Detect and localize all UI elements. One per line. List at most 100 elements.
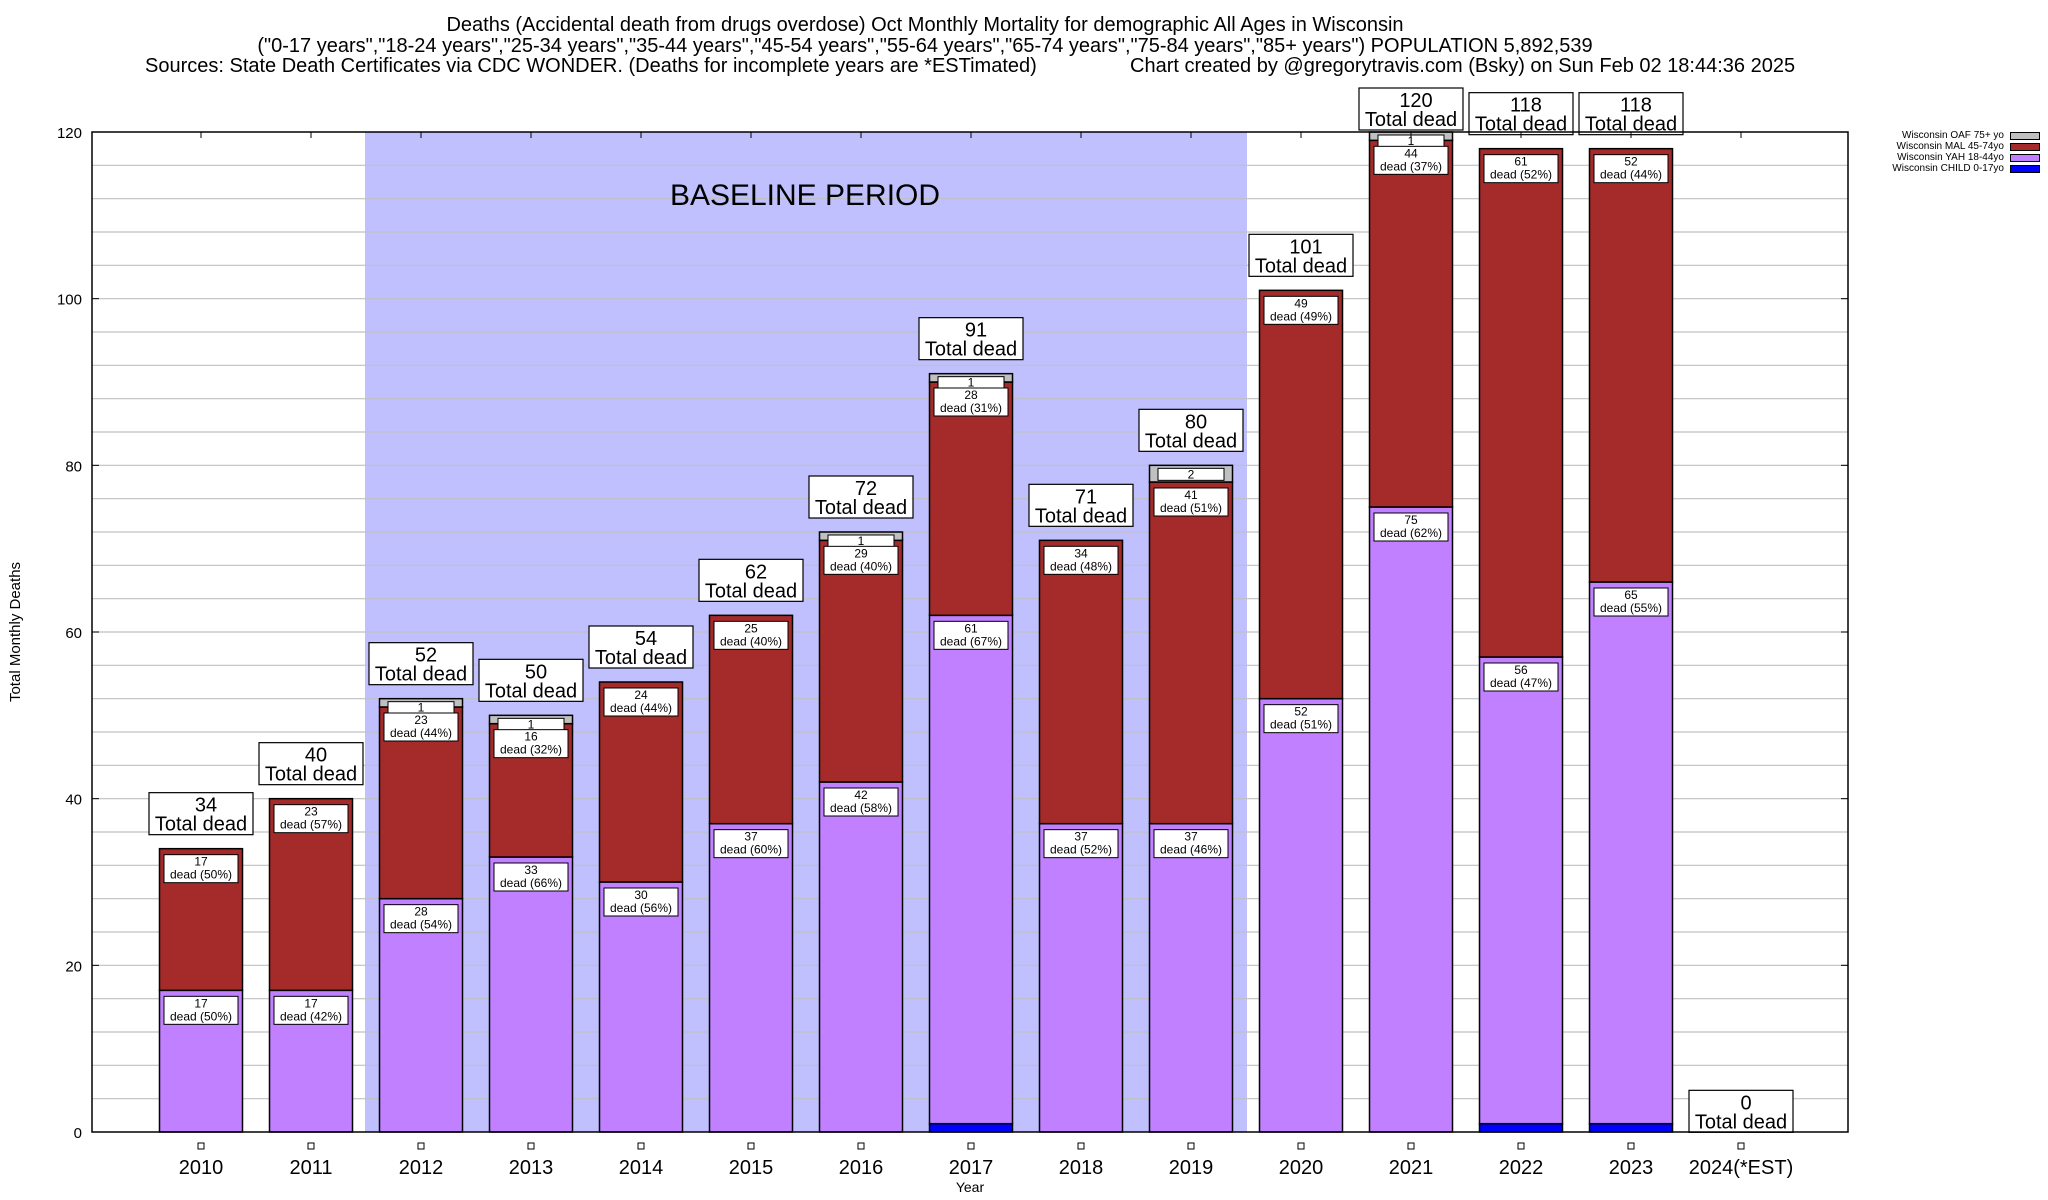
- total-value: 0: [1740, 1092, 1751, 1114]
- bar-segment-yah: [378, 897, 464, 1133]
- x-point-marker: [967, 1142, 975, 1150]
- x-point-marker: [1517, 1142, 1525, 1150]
- oaf-segment-label: 1: [418, 701, 425, 715]
- bar-segment-mal: [1588, 147, 1674, 583]
- yah-segment-label: 17: [304, 996, 318, 1010]
- y-axis-label: Total Monthly Deaths: [7, 562, 24, 702]
- mal-segment-label-box: [163, 854, 239, 884]
- mal-segment-label-box: [1593, 154, 1669, 184]
- yah-segment-label: 37: [744, 830, 758, 844]
- x-point-marker: [1297, 1142, 1305, 1150]
- mal-segment-label: 28: [964, 388, 978, 402]
- mal-segment-label: 29: [854, 546, 868, 560]
- yah-segment-label-box: [823, 787, 899, 817]
- total-label-box: [368, 642, 474, 686]
- mal-segment-label-box: [1373, 145, 1449, 175]
- x-tick-label: 2011: [289, 1157, 332, 1179]
- legend-item: Wisconsin MAL 45-74yo: [1862, 141, 2040, 152]
- yah-segment-label: 56: [1514, 663, 1528, 677]
- yah-segment-label: 17: [194, 996, 208, 1010]
- yah-segment-label: 75: [1404, 513, 1418, 527]
- legend-swatch: [2010, 164, 2040, 173]
- oaf-segment-label: 1: [528, 717, 535, 731]
- credit-text: Chart created by @gregorytravis.com (Bsk…: [1130, 55, 1796, 77]
- oaf-segment-label: 1: [858, 534, 865, 548]
- mal-segment-label: dead (40%): [720, 634, 782, 648]
- yah-segment-label: 37: [1074, 830, 1088, 844]
- total-suffix: Total dead: [1585, 114, 1677, 136]
- x-tick-label: 2013: [509, 1157, 554, 1179]
- total-label-box: [1028, 483, 1134, 527]
- legend-item: Wisconsin YAH 18-44yo: [1862, 152, 2040, 163]
- yah-segment-label-box: [603, 887, 679, 917]
- legend-label: Wisconsin YAH 18-44yo: [1897, 152, 2004, 163]
- mal-segment-label: dead (31%): [940, 401, 1002, 415]
- total-label-box: [1358, 87, 1464, 131]
- mal-segment-label: 41: [1184, 488, 1198, 502]
- yah-segment-label: 65: [1624, 588, 1638, 602]
- bar-segment-mal: [928, 381, 1014, 617]
- oaf-segment-label: 1: [1408, 134, 1415, 148]
- bar-segment-yah: [708, 822, 794, 1133]
- total-value: 62: [745, 561, 767, 583]
- bar-segment-yah: [1038, 822, 1124, 1133]
- yah-segment-label-box: [1483, 662, 1559, 692]
- total-suffix: Total dead: [1255, 255, 1347, 277]
- total-value: 80: [1185, 411, 1207, 433]
- x-axis-label: Year: [956, 1179, 985, 1195]
- bar-segment-yah: [1258, 697, 1344, 1133]
- yah-segment-label: dead (42%): [280, 1009, 342, 1023]
- yah-segment-label: dead (52%): [1050, 843, 1112, 857]
- yah-segment-label-box: [163, 995, 239, 1025]
- total-value: 101: [1289, 236, 1322, 258]
- yah-segment-label-box: [713, 829, 789, 859]
- mal-segment-label: dead (48%): [1050, 559, 1112, 573]
- mal-segment-label-box: [713, 620, 789, 650]
- bar-segment-yah: [1478, 656, 1564, 1125]
- oaf-segment-label: 2: [1188, 467, 1195, 481]
- yah-segment-label: dead (56%): [610, 901, 672, 915]
- bar-segment-child: [1478, 1122, 1564, 1133]
- total-suffix: Total dead: [815, 497, 907, 519]
- x-point-marker: [527, 1142, 535, 1150]
- x-tick-label: 2015: [729, 1157, 774, 1179]
- mal-segment-label-box: [1153, 487, 1229, 517]
- total-value: 118: [1510, 95, 1542, 117]
- mal-segment-label-box: [1263, 295, 1339, 325]
- yah-segment-label: dead (51%): [1270, 718, 1332, 732]
- total-label-box: [478, 658, 584, 702]
- y-tick-label: 20: [65, 958, 82, 975]
- y-tick-label: 40: [65, 792, 82, 809]
- total-label-box: [698, 558, 804, 602]
- x-tick-label: 2019: [1169, 1157, 1214, 1179]
- mal-segment-label: dead (57%): [280, 818, 342, 832]
- mal-segment-label: dead (37%): [1380, 159, 1442, 173]
- total-suffix: Total dead: [925, 339, 1017, 361]
- total-value: 54: [635, 628, 657, 650]
- legend-swatch: [2010, 142, 2040, 151]
- bar-segment-child: [928, 1122, 1014, 1133]
- yah-segment-label: dead (62%): [1380, 526, 1442, 540]
- mal-segment-label: dead (49%): [1270, 309, 1332, 323]
- yah-segment-label-box: [1153, 829, 1229, 859]
- total-suffix: Total dead: [595, 647, 687, 669]
- x-point-marker: [1407, 1142, 1415, 1150]
- x-point-marker: [857, 1142, 865, 1150]
- yah-segment-label-box: [933, 620, 1009, 650]
- x-tick-label: 2016: [839, 1157, 884, 1179]
- total-suffix: Total dead: [1695, 1111, 1787, 1133]
- total-suffix: Total dead: [155, 814, 247, 836]
- total-value: 52: [415, 645, 437, 667]
- mal-segment-label: dead (32%): [500, 743, 562, 757]
- x-tick-label: 2022: [1499, 1157, 1544, 1179]
